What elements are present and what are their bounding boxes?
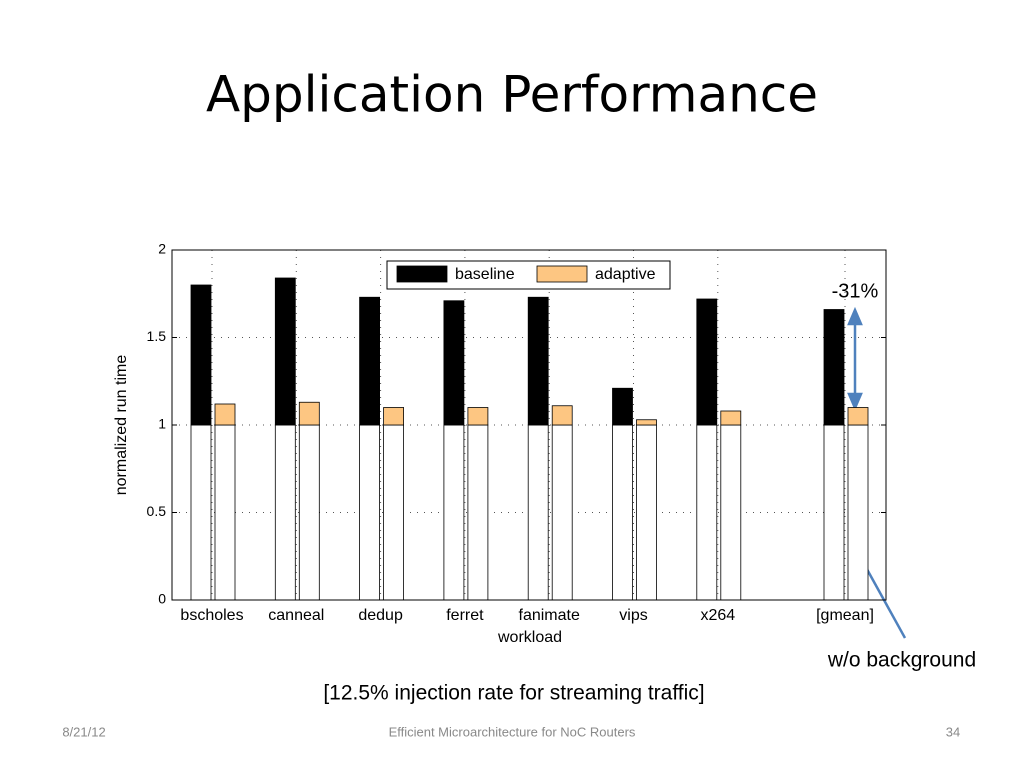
annotation: -31% bbox=[832, 280, 879, 302]
footer-date: 8/21/12 bbox=[62, 724, 105, 739]
annotation: [12.5% injection rate for streaming traf… bbox=[323, 682, 704, 705]
bar bbox=[720, 410, 742, 426]
bar bbox=[612, 387, 633, 426]
x-axis-label: workload bbox=[497, 629, 562, 646]
bar-base bbox=[359, 424, 381, 601]
y-tick-label: 1.5 bbox=[147, 328, 167, 344]
x-tick-label: fanimate bbox=[519, 607, 580, 624]
bar bbox=[847, 407, 869, 426]
bar bbox=[636, 419, 657, 426]
bar-base bbox=[636, 424, 657, 601]
bar bbox=[359, 296, 381, 426]
x-tick-label: vips bbox=[619, 607, 647, 624]
bar bbox=[274, 277, 296, 426]
annotation: w/o background bbox=[827, 649, 976, 672]
bar-base bbox=[298, 424, 320, 601]
y-axis-label: normalized run time bbox=[113, 355, 130, 496]
bar-base bbox=[823, 424, 845, 601]
bar-base bbox=[214, 424, 236, 601]
bar-base bbox=[847, 424, 869, 601]
bar-base bbox=[274, 424, 296, 601]
y-tick-label: 0.5 bbox=[147, 503, 167, 519]
bar bbox=[214, 403, 236, 426]
x-tick-label: bscholes bbox=[180, 607, 243, 624]
bar-base bbox=[527, 424, 549, 601]
x-tick-label: x264 bbox=[700, 607, 735, 624]
bar-base bbox=[720, 424, 742, 601]
bar-base bbox=[696, 424, 718, 601]
legend-swatch bbox=[536, 265, 588, 283]
bar bbox=[298, 401, 320, 426]
bar bbox=[443, 300, 465, 426]
legend-swatch bbox=[396, 265, 448, 283]
x-tick-label: ferret bbox=[446, 607, 484, 624]
footer-page: 34 bbox=[946, 724, 960, 739]
x-tick-label: [gmean] bbox=[816, 607, 874, 624]
bar bbox=[467, 407, 489, 426]
bar-base bbox=[383, 424, 405, 601]
bar-base bbox=[551, 424, 573, 601]
bar-base bbox=[612, 424, 633, 601]
y-tick-label: 0 bbox=[158, 591, 166, 607]
bar bbox=[190, 284, 212, 426]
bar bbox=[551, 405, 573, 426]
arrow-head bbox=[847, 306, 863, 326]
bar bbox=[383, 407, 405, 426]
x-tick-label: dedup bbox=[358, 607, 403, 624]
legend-label: adaptive bbox=[595, 266, 656, 283]
bar bbox=[823, 309, 845, 426]
legend-label: baseline bbox=[455, 266, 515, 283]
arrow-head bbox=[847, 392, 863, 412]
bar-base bbox=[443, 424, 465, 601]
y-tick-label: 2 bbox=[158, 241, 166, 257]
bar-base bbox=[190, 424, 212, 601]
footer-title: Efficient Microarchitecture for NoC Rout… bbox=[389, 724, 636, 739]
x-tick-label: canneal bbox=[268, 607, 324, 624]
bar bbox=[696, 298, 718, 426]
y-tick-label: 1 bbox=[158, 416, 166, 432]
slide-title: Application Performance bbox=[206, 66, 818, 124]
bar-base bbox=[467, 424, 489, 601]
plot-frame bbox=[171, 249, 887, 601]
bar bbox=[527, 296, 549, 426]
